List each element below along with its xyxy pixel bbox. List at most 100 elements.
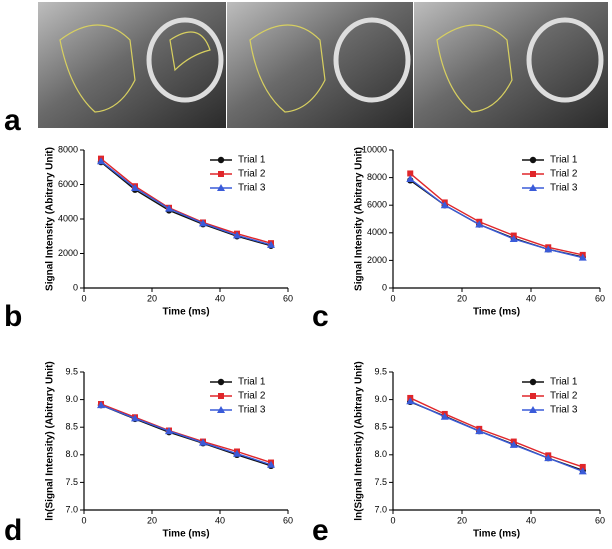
marker <box>407 170 414 177</box>
marker <box>267 460 275 468</box>
chart: 0 2000 4000 6000 8000 10000 0 20 40 60 Time (ms) Si… <box>354 144 605 317</box>
panel-label: d <box>4 514 22 547</box>
x-tick-label: 60 <box>283 293 293 303</box>
y-tick-label: 8.0 <box>65 449 78 459</box>
series-line <box>100 160 272 246</box>
marker <box>217 156 225 164</box>
legend-label: Trial 3 <box>550 183 578 194</box>
y-tick-label: 7.5 <box>65 477 78 487</box>
chart: 7.0 7.5 8.0 8.5 9.0 9.5 0 20 40 60 Time (ms) ln(Sig… <box>354 361 605 539</box>
marker <box>233 231 241 239</box>
marker <box>267 240 275 248</box>
marker <box>217 378 225 386</box>
marker <box>218 171 224 177</box>
legend-label: Trial 2 <box>550 169 578 180</box>
marker <box>529 156 537 164</box>
chart: 0 2000 4000 6000 8000 0 20 40 60 Time (ms) Signal … <box>45 144 293 317</box>
series-line <box>100 158 272 244</box>
series-line <box>409 178 583 259</box>
legend-label: Trial 1 <box>238 377 266 388</box>
marker <box>475 427 484 435</box>
marker <box>509 235 518 243</box>
x-tick-label: 60 <box>595 515 605 525</box>
y-tick-label: 9.0 <box>374 394 387 404</box>
series-line <box>409 397 583 468</box>
x-tick-label: 40 <box>526 515 536 525</box>
y-tick-label: 9.0 <box>65 394 78 404</box>
series-line <box>409 400 584 473</box>
y-tick-label: 8.5 <box>374 422 387 432</box>
y-tick-label: 8.5 <box>65 422 78 432</box>
marker <box>218 393 224 399</box>
marker <box>217 184 225 191</box>
y-axis-label: Signal Intensity (Abitrary Unit) <box>354 147 365 291</box>
marker <box>529 406 537 413</box>
y-tick-label: 8000 <box>58 144 78 154</box>
y-tick-label: 10000 <box>362 144 387 154</box>
marker <box>530 171 536 177</box>
series-line <box>100 403 272 464</box>
series-line <box>409 172 583 256</box>
marker <box>131 183 139 191</box>
y-tick-label: 9.5 <box>374 366 387 376</box>
x-axis-label: Time (ms) <box>473 307 520 318</box>
legend-label: Trial 1 <box>550 377 578 388</box>
y-tick-label: 4000 <box>367 227 387 237</box>
marker <box>544 245 553 253</box>
marker <box>440 412 449 420</box>
x-axis-label: Time (ms) <box>162 529 209 540</box>
y-tick-label: 7.0 <box>374 504 387 514</box>
marker <box>544 454 553 462</box>
y-tick-label: 8000 <box>367 172 387 182</box>
y-axis-label: ln(Signal Intensity) (Abitrary Unit) <box>45 361 56 520</box>
series-line <box>100 161 272 247</box>
x-tick-label: 20 <box>457 293 467 303</box>
y-tick-label: 6000 <box>367 200 387 210</box>
legend-label: Trial 3 <box>238 405 266 416</box>
x-tick-label: 20 <box>457 515 467 525</box>
y-tick-label: 2000 <box>367 255 387 265</box>
marker <box>578 253 587 261</box>
marker <box>97 157 105 165</box>
marker <box>475 220 484 228</box>
y-axis-label: Signal Intensity (Abitrary Unit) <box>45 147 56 291</box>
marker <box>529 184 537 191</box>
panel-label: c <box>312 300 329 333</box>
mri-images <box>38 2 608 128</box>
mri-image <box>414 2 608 128</box>
panel-label: b <box>4 300 22 333</box>
marker <box>165 204 173 212</box>
marker <box>530 393 536 399</box>
series-line <box>100 404 272 466</box>
mri-image <box>227 2 413 128</box>
mri-image <box>38 2 226 128</box>
marker <box>406 397 415 405</box>
x-axis-label: Time (ms) <box>162 307 209 318</box>
y-tick-label: 0 <box>73 282 78 292</box>
marker <box>440 201 449 209</box>
x-tick-label: 40 <box>526 293 536 303</box>
y-tick-label: 4000 <box>58 213 78 223</box>
marker <box>217 406 225 413</box>
legend-label: Trial 1 <box>550 155 578 166</box>
legend-label: Trial 2 <box>238 169 266 180</box>
legend-label: Trial 3 <box>550 405 578 416</box>
x-tick-label: 0 <box>81 515 86 525</box>
x-tick-label: 20 <box>147 515 157 525</box>
y-axis-label: ln(Signal Intensity) (Abitrary Unit) <box>354 361 365 520</box>
x-tick-label: 0 <box>390 293 395 303</box>
y-tick-label: 2000 <box>58 248 78 258</box>
x-axis-label: Time (ms) <box>473 529 520 540</box>
x-tick-label: 40 <box>215 293 225 303</box>
x-tick-label: 60 <box>283 515 293 525</box>
y-tick-label: 9.5 <box>65 366 78 376</box>
panel-label: a <box>4 104 21 137</box>
marker <box>578 467 587 475</box>
y-tick-label: 8.0 <box>374 449 387 459</box>
chart: 7.0 7.5 8.0 8.5 9.0 9.5 0 20 40 60 Time (ms) ln(Sig… <box>45 361 293 539</box>
marker <box>579 463 586 470</box>
legend-label: Trial 1 <box>238 155 266 166</box>
marker <box>406 174 415 182</box>
marker <box>165 427 173 435</box>
y-tick-label: 7.5 <box>374 477 387 487</box>
